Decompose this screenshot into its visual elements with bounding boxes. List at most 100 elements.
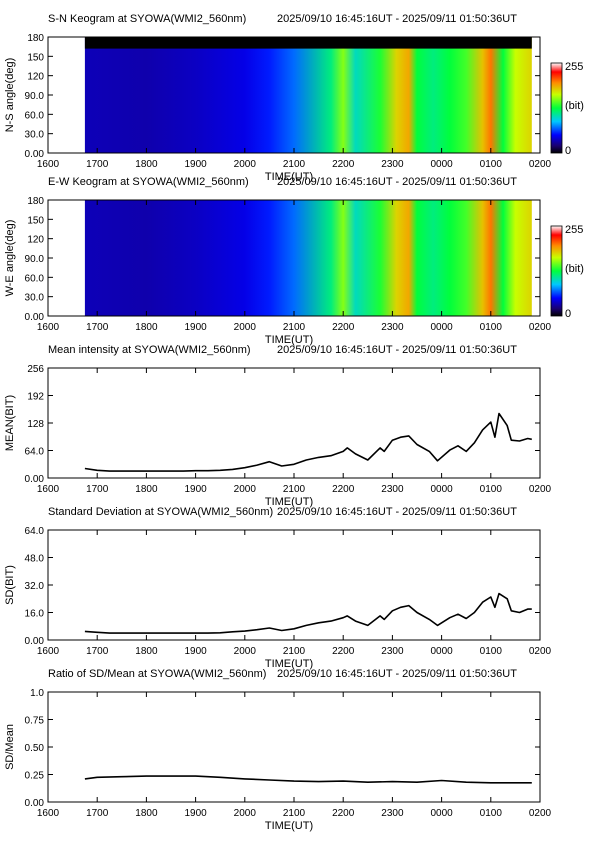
y-tick-label: 32.0: [25, 581, 45, 592]
x-tick-label: 0200: [529, 484, 552, 495]
x-tick-label: 2100: [283, 808, 306, 819]
x-tick-label: 1600: [37, 322, 60, 333]
x-tick-label: 2300: [381, 484, 404, 495]
y-tick-label: 120: [27, 235, 44, 246]
y-axis-label: SD/Mean: [4, 724, 16, 770]
series-line: [84, 412, 532, 472]
x-tick-label: 1900: [184, 484, 207, 495]
y-tick-label: 90.0: [25, 254, 45, 265]
y-tick-label: 0.00: [25, 312, 45, 323]
x-tick-label: 2000: [234, 646, 257, 657]
x-tick-label: 0200: [529, 159, 552, 170]
x-tick-label: 2000: [234, 322, 257, 333]
y-axis-label: W-E angle(deg): [4, 220, 16, 297]
x-tick-label: 1900: [184, 808, 207, 819]
keogram-missing-band: [84, 37, 532, 49]
plot-frame: [47, 529, 541, 641]
y-tick-label: 64.0: [25, 447, 45, 458]
y-tick-label: 180: [27, 33, 44, 44]
x-tick-label: 1800: [135, 322, 158, 333]
plot-frame: [47, 367, 541, 479]
x-tick-label: 0000: [430, 646, 453, 657]
x-tick-label: 2300: [381, 159, 404, 170]
series-line: [84, 775, 532, 784]
panel-4: Standard Deviation at SYOWA(WMI2_560nm) 2…: [4, 506, 552, 670]
colorbar-max-label: 255: [565, 224, 583, 236]
x-tick-label: 2000: [234, 808, 257, 819]
y-tick-label: 128: [27, 419, 44, 430]
x-axis-label: TIME(UT): [265, 820, 313, 832]
y-tick-label: 0.00: [25, 149, 45, 160]
y-tick-label: 0.00: [25, 798, 45, 809]
x-tick-label: 1800: [135, 808, 158, 819]
x-tick-label: 0100: [480, 484, 503, 495]
x-tick-label: 1900: [184, 159, 207, 170]
x-tick-label: 1700: [86, 484, 109, 495]
panel-1: S-N Keogram at SYOWA(WMI2_560nm) 2025/09/…: [4, 13, 584, 183]
panel-title: Ratio of SD/Mean at SYOWA(WMI2_560nm): [48, 668, 266, 680]
x-tick-label: 2200: [332, 484, 355, 495]
y-tick-label: 0.00: [25, 474, 45, 485]
y-tick-label: 150: [27, 215, 44, 226]
y-tick-label: 48.0: [25, 554, 45, 565]
x-tick-label: 0200: [529, 646, 552, 657]
x-tick-label: 2000: [234, 159, 257, 170]
x-tick-label: 0100: [480, 322, 503, 333]
colorbar-unit-label: (bit): [565, 263, 584, 275]
x-tick-label: 0000: [430, 808, 453, 819]
colorbar-min-label: 0: [565, 145, 571, 157]
x-axis-label: TIME(UT): [265, 658, 313, 670]
panel-time-range: 2025/09/10 16:45:16UT - 2025/09/11 01:50…: [277, 13, 517, 25]
colorbar: [550, 225, 563, 317]
keogram-image: [84, 200, 532, 316]
x-tick-label: 0000: [430, 484, 453, 495]
x-tick-label: 1800: [135, 159, 158, 170]
panel-time-range: 2025/09/10 16:45:16UT - 2025/09/11 01:50…: [277, 176, 517, 188]
y-tick-label: 1.0: [30, 688, 44, 699]
y-tick-label: 0.25: [25, 771, 45, 782]
x-tick-label: 2100: [283, 646, 306, 657]
x-axis-label: TIME(UT): [265, 496, 313, 508]
x-tick-label: 1600: [37, 646, 60, 657]
x-tick-label: 0100: [480, 808, 503, 819]
colorbar-min-label: 0: [565, 308, 571, 320]
x-tick-label: 0000: [430, 322, 453, 333]
x-tick-label: 1800: [135, 484, 158, 495]
x-tick-label: 1800: [135, 646, 158, 657]
y-tick-label: 192: [27, 392, 44, 403]
x-tick-label: 2200: [332, 808, 355, 819]
y-tick-label: 30.0: [25, 130, 45, 141]
x-tick-label: 2200: [332, 646, 355, 657]
y-tick-label: 16.0: [25, 609, 45, 620]
plot-frame: [47, 691, 541, 803]
panel-title: S-N Keogram at SYOWA(WMI2_560nm): [48, 13, 246, 25]
x-tick-label: 2200: [332, 322, 355, 333]
panel-time-range: 2025/09/10 16:45:16UT - 2025/09/11 01:50…: [277, 506, 517, 518]
y-axis-label: SD(BIT): [4, 565, 16, 605]
y-tick-label: 0.75: [25, 716, 45, 727]
x-axis-label: TIME(UT): [265, 334, 313, 346]
x-tick-label: 1600: [37, 159, 60, 170]
x-tick-label: 0100: [480, 646, 503, 657]
x-tick-label: 2100: [283, 159, 306, 170]
y-tick-label: 150: [27, 52, 44, 63]
x-tick-label: 2100: [283, 484, 306, 495]
x-tick-label: 1600: [37, 484, 60, 495]
y-tick-label: 30.0: [25, 293, 45, 304]
x-tick-label: 0200: [529, 322, 552, 333]
y-axis-label: MEAN(BIT): [4, 395, 16, 451]
y-tick-label: 60.0: [25, 273, 45, 284]
x-tick-label: 1700: [86, 159, 109, 170]
panel-title: Mean intensity at SYOWA(WMI2_560nm): [48, 344, 251, 356]
x-tick-label: 2100: [283, 322, 306, 333]
colorbar-unit-label: (bit): [565, 100, 584, 112]
panel-3: Mean intensity at SYOWA(WMI2_560nm) 2025/…: [4, 344, 552, 508]
panel-time-range: 2025/09/10 16:45:16UT - 2025/09/11 01:50…: [277, 668, 517, 680]
x-tick-label: 2200: [332, 159, 355, 170]
colorbar: [550, 62, 563, 154]
y-tick-label: 120: [27, 72, 44, 83]
panel-5: Ratio of SD/Mean at SYOWA(WMI2_560nm) 202…: [4, 668, 552, 832]
x-tick-label: 1700: [86, 322, 109, 333]
y-tick-label: 180: [27, 196, 44, 207]
